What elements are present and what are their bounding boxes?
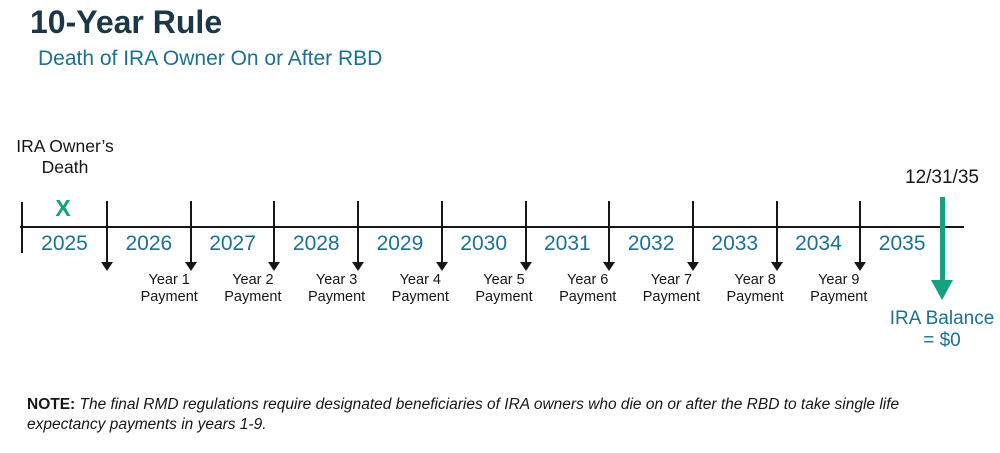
arrow-head — [352, 262, 365, 271]
year-boundary-arrow-icon — [352, 201, 365, 271]
arrow-stem — [859, 201, 862, 263]
arrow-stem — [524, 201, 527, 263]
payment-label: Year 1 Payment — [140, 272, 198, 305]
payment-label: Year 4 Payment — [391, 272, 449, 305]
arrow-stem — [273, 201, 276, 263]
year-boundary-arrow-icon — [519, 201, 532, 271]
note-body: The final RMD regulations require design… — [27, 396, 900, 433]
arrow-head — [101, 262, 113, 271]
timeline-start-tick — [21, 202, 23, 253]
arrow-stem — [189, 201, 192, 263]
page-title: 10-Year Rule — [30, 4, 223, 40]
arrow-head — [435, 262, 448, 271]
year-boundary-arrow-icon — [101, 201, 113, 271]
payment-label: Year 2 Payment — [224, 272, 282, 305]
year-boundary-arrow-icon — [184, 201, 197, 271]
payment-label: Year 8 Payment — [726, 272, 784, 305]
arrow-head — [931, 280, 953, 300]
ira-balance-zero-label: IRA Balance = $0 — [889, 308, 995, 351]
year-boundary-arrow-icon — [854, 201, 867, 271]
year-label: 2033 — [711, 232, 759, 255]
year-label: 2034 — [795, 232, 842, 255]
payment-label: Year 9 Payment — [810, 272, 868, 305]
year-label: 2035 — [878, 232, 926, 255]
arrow-head — [686, 262, 699, 271]
year-label: 2028 — [292, 232, 340, 255]
arrow-stem — [775, 201, 778, 263]
arrow-head — [603, 262, 616, 271]
death-x-marker-icon: X — [55, 195, 71, 221]
arrow-head — [854, 262, 867, 271]
year-label: 2025 — [41, 232, 88, 255]
year-boundary-arrow-icon — [770, 201, 783, 271]
note-prefix: NOTE: — [27, 396, 76, 413]
final-distribution-arrow-icon — [930, 197, 954, 302]
arrow-stem — [106, 201, 108, 263]
arrow-stem — [691, 201, 694, 263]
note-text: NOTE: The final RMD regulations require … — [27, 395, 955, 435]
year-boundary-arrow-icon — [435, 201, 448, 271]
year-label: 2026 — [125, 232, 173, 255]
arrow-stem — [357, 201, 360, 263]
payment-label: Year 5 Payment — [475, 272, 533, 305]
year-boundary-arrow-icon — [603, 201, 616, 271]
payment-label: Year 6 Payment — [559, 272, 617, 305]
year-boundary-arrow-icon — [686, 201, 699, 271]
payment-label: Year 3 Payment — [307, 272, 366, 305]
ira-owners-death-label: IRA Owner’s Death — [16, 136, 114, 177]
year-label: 2030 — [460, 232, 507, 255]
arrow-stem — [440, 201, 443, 263]
arrow-head — [770, 262, 783, 271]
year-label: 2027 — [209, 232, 256, 255]
year-label: 2029 — [376, 232, 424, 255]
arrow-stem — [940, 197, 945, 281]
end-date-label: 12/31/35 — [905, 167, 979, 188]
year-boundary-arrow-icon — [268, 201, 281, 271]
payment-label: Year 7 Payment — [642, 272, 700, 305]
arrow-head — [184, 262, 197, 271]
arrow-stem — [608, 201, 611, 263]
arrow-head — [268, 262, 281, 271]
arrow-head — [519, 262, 532, 271]
year-label: 2032 — [627, 232, 675, 255]
timeline-axis-line — [20, 226, 964, 228]
page-subtitle: Death of IRA Owner On or After RBD — [38, 47, 383, 70]
year-label: 2031 — [543, 232, 591, 255]
